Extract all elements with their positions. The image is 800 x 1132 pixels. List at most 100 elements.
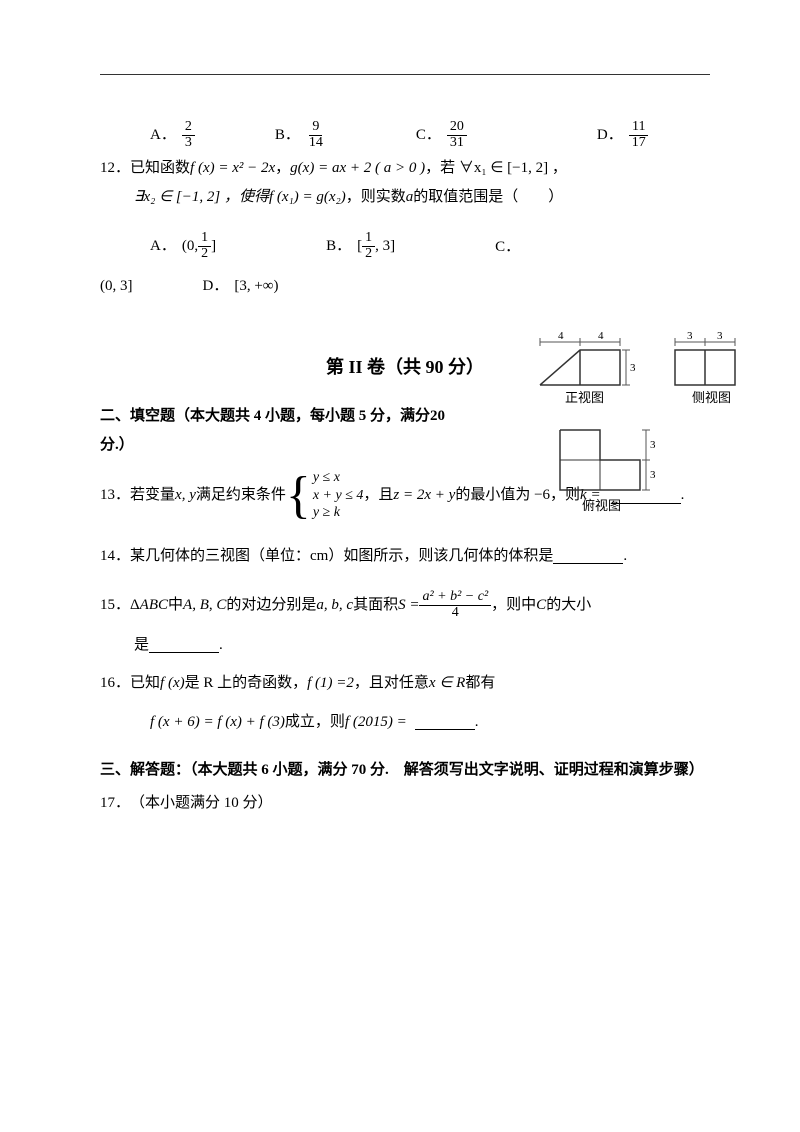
text: 已知函数 bbox=[130, 154, 190, 183]
fraction: a² + b² − c² 4 bbox=[419, 590, 491, 620]
math-gx: g(x) = ax + 2 ( a > 0 ) bbox=[290, 154, 425, 183]
front-view-label: 正视图 bbox=[565, 390, 604, 405]
q12-opt-b: B． [ 1 2 , 3] bbox=[326, 231, 395, 261]
top-view: 3 3 bbox=[560, 430, 656, 490]
expr: (0, 3] bbox=[100, 272, 133, 301]
q16: 16． 已知 f (x) 是 R 上的奇函数， f (1) =2 ，且对任意 x… bbox=[100, 669, 710, 736]
fraction: 20 31 bbox=[447, 120, 467, 150]
fx: f (x) bbox=[160, 669, 185, 698]
ABC: ABC bbox=[140, 591, 168, 620]
text: 已知 bbox=[130, 669, 160, 698]
dim-3: 3 bbox=[650, 469, 656, 481]
vars: x, y bbox=[175, 481, 196, 510]
frac-num: 2 bbox=[182, 120, 195, 136]
fraction: 11 17 bbox=[629, 120, 649, 150]
text: ，则中 bbox=[491, 591, 536, 620]
expr-open: (0, bbox=[182, 232, 198, 261]
q11-opt-b: B． 9 14 bbox=[275, 120, 326, 150]
f2015: f (2015) = bbox=[345, 708, 407, 737]
top-view-label: 俯视图 bbox=[582, 498, 621, 513]
abc-sides: a, b, c bbox=[316, 591, 353, 620]
front-view: 4 4 3 bbox=[540, 330, 636, 385]
q-number: 12． bbox=[100, 154, 130, 183]
q11-opt-a: A． 2 3 bbox=[150, 120, 195, 150]
xr: x ∈ R bbox=[429, 669, 465, 698]
q-number: 16． bbox=[100, 669, 130, 698]
dim-4: 4 bbox=[598, 330, 604, 342]
q12-opt-a: A． (0, 1 2 ] bbox=[150, 231, 216, 261]
side-view-label: 侧视图 bbox=[692, 390, 731, 405]
three-view-figure: 4 4 3 正视图 3 3 bbox=[530, 330, 750, 538]
q-number: 15． bbox=[100, 591, 130, 620]
text: 某几何体的三视图（单位：cm）如图所示，则该几何体的体积是 bbox=[130, 542, 553, 571]
text: 的大小 bbox=[546, 591, 591, 620]
S-eq: S = bbox=[398, 591, 419, 620]
text: 若变量 bbox=[130, 481, 175, 510]
tail: . bbox=[623, 542, 627, 571]
var-a: a bbox=[406, 183, 414, 212]
q15-line2: 是 . bbox=[134, 631, 710, 660]
text: （本小题满分 10 分） bbox=[130, 789, 273, 818]
q17: 17． （本小题满分 10 分） bbox=[100, 789, 710, 818]
q15-line1: 15． Δ ABC 中 A, B, C 的对边分别是 a, b, c 其面积 S… bbox=[100, 590, 710, 620]
fill-in-header: 二、填空题（本大题共 4 小题，每小题 5 分，满分20 分.） bbox=[100, 402, 460, 459]
text: 的取值范围是（ ） bbox=[413, 183, 563, 212]
q16-line2: f (x + 6) = f (x) + f (3) 成立，则 f (2015) … bbox=[150, 708, 710, 737]
text: 成立，则 bbox=[285, 708, 345, 737]
f1: f (1) =2 bbox=[307, 669, 354, 698]
tail: . bbox=[475, 708, 479, 737]
fraction: 1 2 bbox=[198, 231, 211, 261]
frac-num: 9 bbox=[309, 120, 322, 136]
frac-den: 2 bbox=[198, 247, 211, 262]
sys-l2: x + y ≤ 4 bbox=[313, 487, 364, 505]
q-number: 13． bbox=[100, 481, 130, 510]
constraint-system: { y ≤ x x + y ≤ 4 y ≥ k bbox=[286, 469, 364, 522]
q15: 15． Δ ABC 中 A, B, C 的对边分别是 a, b, c 其面积 S… bbox=[100, 590, 710, 659]
frac-den: 17 bbox=[629, 136, 649, 151]
dim-3: 3 bbox=[630, 362, 636, 374]
dim-4: 4 bbox=[558, 330, 564, 342]
text: ，且对任意 bbox=[354, 669, 429, 698]
opt-label: C． bbox=[495, 233, 520, 262]
side-view: 3 3 bbox=[675, 330, 735, 385]
text: ，且 bbox=[363, 481, 393, 510]
frac-den: 4 bbox=[449, 606, 462, 621]
q11-opt-c: C． 20 31 bbox=[416, 120, 467, 150]
system-lines: y ≤ x x + y ≤ 4 y ≥ k bbox=[313, 469, 364, 522]
math-fx: f (x) = x² − 2x bbox=[190, 154, 275, 183]
opt-label: D． bbox=[203, 272, 229, 301]
dim-3: 3 bbox=[687, 330, 693, 342]
opt-label: D． bbox=[597, 121, 623, 150]
text: ， bbox=[275, 154, 290, 183]
text: 其面积 bbox=[353, 591, 398, 620]
dim-3: 3 bbox=[717, 330, 723, 342]
frac-num: 1 bbox=[362, 231, 375, 247]
text: 满足约束条件 bbox=[196, 481, 286, 510]
three-view-svg: 4 4 3 正视图 3 3 bbox=[530, 330, 750, 530]
frac-den: 2 bbox=[362, 247, 375, 262]
frac-num: 11 bbox=[629, 120, 648, 136]
dim-3: 3 bbox=[650, 439, 656, 451]
expr-close: , 3] bbox=[375, 232, 395, 261]
q12: 12． 已知函数 f (x) = x² − 2x ， g(x) = ax + 2… bbox=[100, 154, 710, 300]
sys-l3: y ≥ k bbox=[313, 504, 364, 522]
opt-label: A． bbox=[150, 121, 176, 150]
frac-num: 1 bbox=[198, 231, 211, 247]
q12-line2: ∃x₂ ∈ [−1, 2] ，使得 f (x₁) = g(x₂) ，则实数 a … bbox=[134, 183, 710, 212]
q11-options: A． 2 3 B． 9 14 C． 20 31 bbox=[150, 120, 710, 150]
tail: . bbox=[219, 631, 223, 660]
text: 是 bbox=[134, 631, 149, 660]
text: 都有 bbox=[465, 669, 495, 698]
ABC-angles: A, B, C bbox=[183, 591, 226, 620]
math-eq: f (x₁) = g(x₂) bbox=[269, 183, 346, 212]
text: ，则实数 bbox=[346, 183, 406, 212]
q12-opt-d: D． [3, +∞) bbox=[203, 272, 279, 301]
math: ∃x₂ ∈ [−1, 2] ，使得 bbox=[134, 183, 269, 212]
answer-blank bbox=[415, 714, 475, 730]
delta: Δ bbox=[130, 591, 140, 620]
solve-header: 三、解答题：（本大题共 6 小题，满分 70 分. 解答须写出文字说明、证明过程… bbox=[100, 756, 710, 785]
frac-den: 3 bbox=[182, 136, 195, 151]
q16-line1: 16． 已知 f (x) 是 R 上的奇函数， f (1) =2 ，且对任意 x… bbox=[100, 669, 710, 698]
frac-den: 31 bbox=[447, 136, 467, 151]
text: 的对边分别是 bbox=[226, 591, 316, 620]
